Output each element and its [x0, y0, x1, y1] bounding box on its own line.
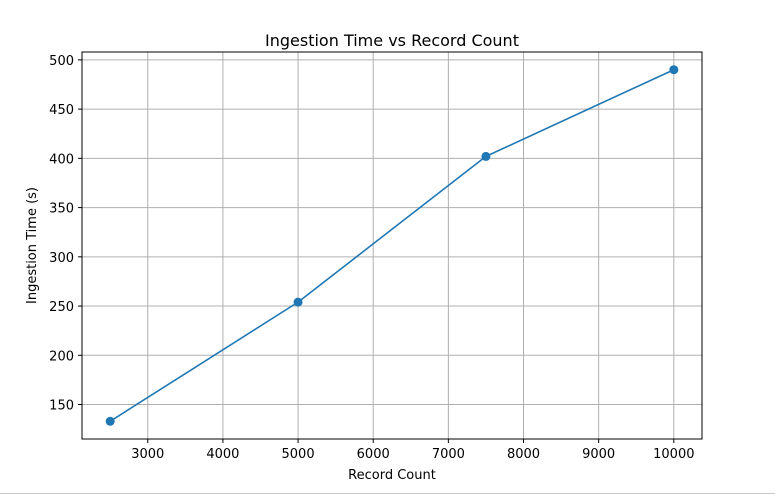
series-layer	[105, 65, 679, 426]
x-axis-label: Record Count	[348, 468, 436, 483]
x-tick-label: 4000	[206, 447, 239, 462]
data-point	[293, 297, 303, 307]
grid-lines	[82, 52, 702, 439]
x-tick-label: 10000	[653, 447, 694, 462]
y-tick-label: 450	[49, 103, 74, 118]
bottom-divider	[0, 493, 775, 494]
axis-ticks: 3000 4000 5000 6000 7000 8000 9000 10000 150 200 2…	[49, 54, 694, 462]
x-tick-label: 3000	[131, 447, 164, 462]
y-tick-label: 400	[49, 152, 74, 167]
y-tick-label: 200	[49, 349, 74, 364]
y-tick-label: 250	[49, 300, 74, 315]
y-tick-label: 500	[49, 54, 74, 69]
series-line	[109, 68, 675, 422]
y-tick-label: 150	[49, 399, 74, 414]
x-tick-label: 8000	[507, 447, 540, 462]
y-tick-label: 300	[49, 251, 74, 266]
x-tick-label: 9000	[582, 447, 615, 462]
data-point	[669, 65, 679, 75]
x-tick-label: 5000	[282, 447, 315, 462]
chart-title: Ingestion Time vs Record Count	[265, 31, 519, 50]
x-tick-label: 6000	[357, 447, 390, 462]
y-tick-label: 350	[49, 202, 74, 217]
data-point	[481, 151, 491, 161]
plot-frame	[81, 51, 703, 440]
x-tick-label: 7000	[432, 447, 465, 462]
y-axis-label: Ingestion Time (s)	[25, 187, 40, 304]
data-point	[105, 416, 115, 426]
